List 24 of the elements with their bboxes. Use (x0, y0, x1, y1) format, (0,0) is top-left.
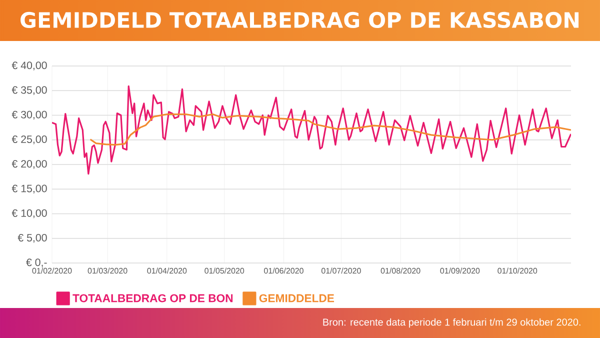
y-tick-label: € 20,00 (12, 160, 47, 169)
x-tick-label: 01/04/2020 (147, 268, 187, 274)
y-tick-label: € 0,- (26, 258, 47, 268)
legend-label: TOTAALBEDRAG OP DE BON (72, 294, 233, 302)
chart-title: GEMIDDELD TOTAALBEDRAG OP DE KASSABON (20, 12, 579, 28)
y-tick-label: € 10,00 (12, 209, 47, 218)
legend-label: GEMIDDELDE (259, 294, 334, 302)
x-tick-label: 01/02/2020 (32, 268, 72, 274)
y-tick-label: € 5,00 (18, 234, 47, 243)
y-tick-label: € 25,00 (12, 135, 47, 144)
x-tick-label: 01/06/2020 (264, 268, 304, 274)
y-tick-label: € 30,00 (12, 110, 47, 120)
text: Bron: recente data periode 1 februari t/m 29 oktober 2020. (323, 318, 580, 328)
x-tick-label: 01/08/2020 (380, 268, 420, 274)
y-tick-label: € 15,00 (12, 184, 47, 194)
x-tick-label: 01/09/2020 (440, 268, 480, 274)
x-tick-label: 01/10/2020 (498, 268, 538, 274)
x-tick-label: 01/03/2020 (88, 268, 128, 274)
x-tick-label: 01/07/2020 (321, 268, 361, 274)
y-tick-label: € 40,00 (12, 62, 47, 70)
x-tick-label: 01/05/2020 (204, 268, 244, 274)
line-series (90, 113, 571, 146)
y-tick-label: € 35,00 (12, 86, 47, 96)
line-series (52, 85, 571, 175)
